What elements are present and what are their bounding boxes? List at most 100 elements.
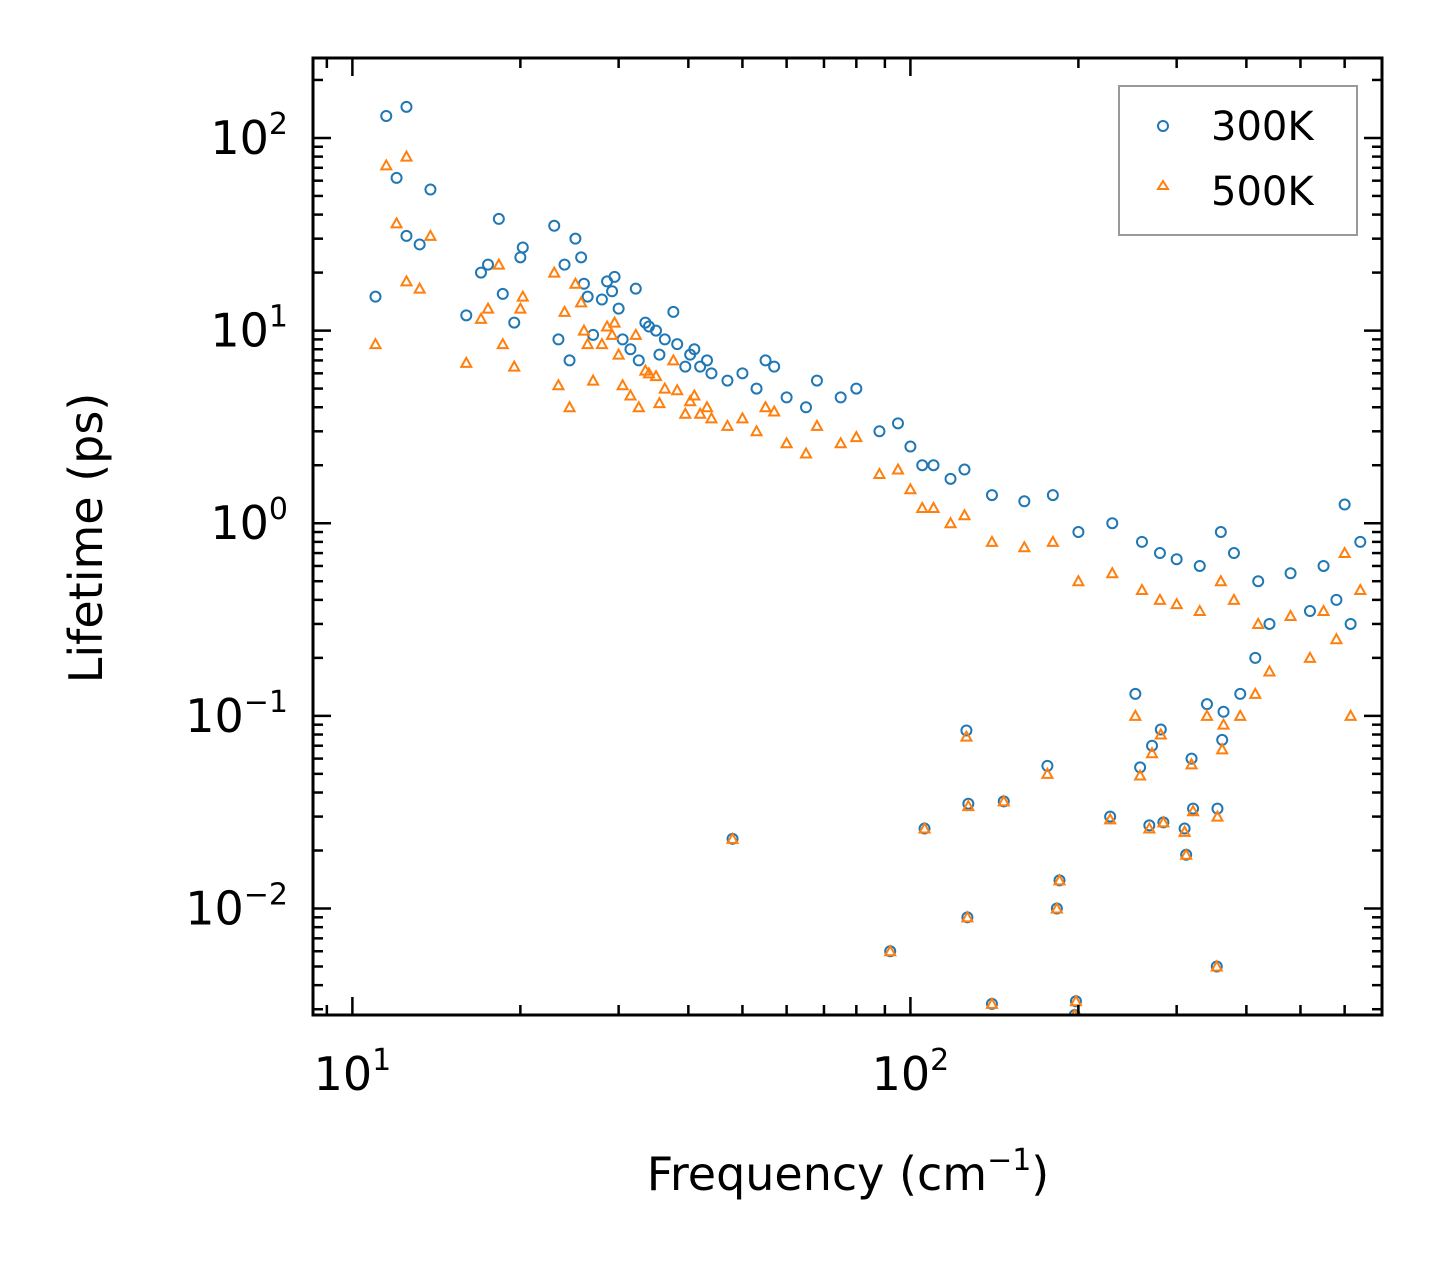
data-point-500k bbox=[1169, 597, 1184, 610]
data-point-300k bbox=[904, 440, 917, 453]
data-point-500k bbox=[960, 910, 975, 923]
data-point-300k bbox=[688, 343, 701, 356]
data-point-500k bbox=[1251, 616, 1265, 629]
data-point-500k bbox=[903, 482, 918, 495]
data-point-500k bbox=[849, 430, 864, 443]
data-point-500k bbox=[615, 378, 630, 391]
data-point-300k bbox=[629, 282, 642, 295]
data-point-300k bbox=[1146, 739, 1159, 752]
data-point-300k bbox=[1046, 489, 1059, 502]
data-point-500k bbox=[1200, 708, 1214, 721]
data-point-500k bbox=[670, 383, 684, 396]
data-point-300k bbox=[496, 287, 509, 300]
data-point-300k bbox=[1249, 651, 1262, 664]
legend-500k-label: 500K bbox=[1211, 169, 1315, 215]
data-point-300k bbox=[780, 391, 793, 404]
data-point-500k bbox=[1156, 815, 1171, 828]
data-point-300k bbox=[834, 391, 847, 404]
data-point-500k bbox=[547, 265, 561, 278]
data-point-500k bbox=[1071, 574, 1086, 587]
data-point-500k bbox=[562, 400, 577, 413]
data-point-500k bbox=[379, 158, 393, 171]
data-point-500k bbox=[1186, 804, 1200, 817]
data-point-300k bbox=[1153, 547, 1166, 560]
data-point-500k bbox=[917, 821, 932, 834]
data-point-300k bbox=[1284, 567, 1297, 580]
data-point-300k bbox=[460, 309, 473, 322]
data-point-500k bbox=[399, 149, 414, 162]
data-point-500k bbox=[985, 534, 999, 547]
y-tick-label: 10−1 bbox=[185, 685, 288, 743]
data-point-500k bbox=[611, 347, 626, 360]
data-point-300k bbox=[1234, 687, 1247, 700]
y-tick-label: 101 bbox=[210, 300, 288, 358]
data-point-500k bbox=[595, 337, 609, 350]
data-point-300k bbox=[563, 354, 576, 367]
data-point-500k bbox=[1017, 540, 1032, 553]
data-point-500k bbox=[720, 418, 735, 431]
data-point-500k bbox=[693, 406, 707, 419]
data-point-300k bbox=[1104, 810, 1117, 823]
data-point-300k bbox=[1185, 752, 1198, 765]
data-point-500k bbox=[799, 446, 813, 459]
data-point-300k bbox=[701, 354, 714, 367]
data-point-300k bbox=[1344, 617, 1357, 630]
data-point-500k bbox=[1046, 534, 1060, 547]
data-point-500k bbox=[412, 281, 427, 294]
data-point-500k bbox=[704, 411, 719, 424]
data-point-500k bbox=[1227, 592, 1241, 605]
data-point-500k bbox=[586, 373, 600, 386]
data-point-500k bbox=[749, 424, 764, 437]
data-point-500k bbox=[459, 355, 473, 368]
data-point-500k bbox=[580, 337, 595, 350]
data-point-300k bbox=[492, 212, 505, 225]
data-point-300k bbox=[569, 232, 582, 245]
data-point-500k bbox=[687, 388, 702, 401]
data-point-300k bbox=[369, 290, 382, 303]
data-point-300k bbox=[873, 425, 886, 438]
data-point-300k bbox=[927, 459, 940, 472]
data-point-300k bbox=[1187, 802, 1200, 815]
data-point-300k bbox=[653, 348, 666, 361]
data-point-500k bbox=[1142, 821, 1157, 834]
x-tick-label: 102 bbox=[872, 1043, 950, 1101]
data-point-500k bbox=[507, 359, 521, 372]
data-point-500k bbox=[1215, 742, 1229, 755]
data-point-300k bbox=[552, 333, 565, 346]
data-point-500k bbox=[623, 388, 638, 401]
data-point-300k bbox=[944, 472, 957, 485]
data-point-500k bbox=[1303, 650, 1317, 663]
legend: 300K 500K bbox=[1118, 85, 1358, 236]
data-point-300k bbox=[850, 382, 863, 395]
data-point-500k bbox=[883, 944, 897, 957]
data-point-300k bbox=[1330, 593, 1343, 606]
plot-frame bbox=[311, 56, 1384, 1017]
plot-area bbox=[368, 100, 1367, 1015]
data-point-300k bbox=[1106, 517, 1119, 530]
data-point-300k bbox=[575, 251, 588, 264]
data-point-500k bbox=[810, 418, 824, 431]
data-point-300k bbox=[1252, 575, 1265, 588]
data-point-500k bbox=[1316, 603, 1331, 617]
data-point-500k bbox=[632, 400, 646, 413]
data-point-500k bbox=[1040, 766, 1055, 779]
data-point-300k bbox=[632, 354, 645, 367]
data-point-500k bbox=[399, 274, 414, 287]
data-point-300k bbox=[1263, 617, 1276, 630]
data-point-500k bbox=[1128, 708, 1143, 721]
data-point-300k bbox=[400, 229, 413, 242]
data-point-500k bbox=[574, 295, 588, 308]
data-point-300k bbox=[658, 333, 671, 346]
data-point-500k bbox=[700, 400, 714, 413]
data-point-300k bbox=[694, 360, 707, 373]
data-point-500k bbox=[725, 831, 740, 844]
data-point-300k bbox=[558, 258, 571, 271]
legend-box bbox=[1118, 85, 1358, 236]
data-point-500k bbox=[1135, 582, 1149, 596]
data-point-500k bbox=[1262, 664, 1277, 677]
data-point-300k bbox=[679, 360, 692, 373]
data-point-300k bbox=[548, 219, 561, 232]
data-point-300k bbox=[606, 285, 619, 298]
data-point-500k bbox=[1153, 592, 1167, 605]
data-point-500k bbox=[779, 436, 794, 449]
